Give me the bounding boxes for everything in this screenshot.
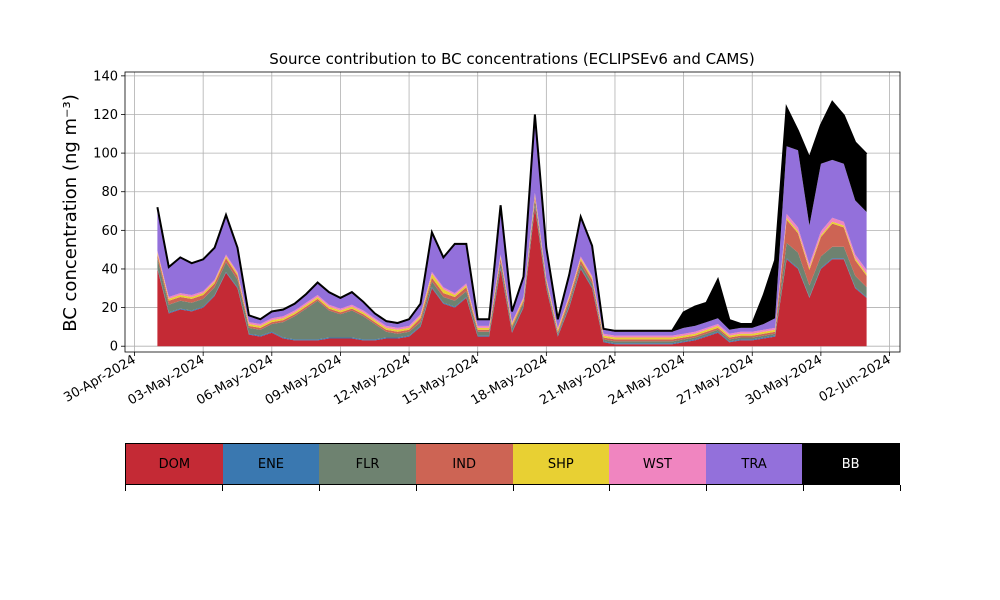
x-tick-label: 09-May-2024 [263, 352, 345, 408]
legend-item-shp: SHP [512, 444, 610, 484]
plot-frame [124, 71, 901, 353]
y-axis-label: BC concentration (ng m⁻³) [60, 94, 81, 332]
axes: 02040608010012014030-Apr-202403-May-2024… [61, 69, 901, 408]
legend-item-wst: WST [609, 444, 706, 484]
x-tick-label: 21-May-2024 [537, 352, 619, 408]
total-line [156, 100, 868, 332]
legend-tick [706, 485, 708, 491]
area-series-layer [156, 100, 868, 347]
y-tick-label: 40 [101, 262, 118, 277]
legend-tick [512, 485, 514, 491]
legend-item-tra: TRA [705, 444, 803, 484]
legend-ticks [125, 485, 901, 491]
y-tick-label: 0 [110, 340, 118, 355]
x-tick-label: 24-May-2024 [606, 352, 688, 408]
legend-item-flr: FLR [319, 444, 416, 484]
x-tick-label: 18-May-2024 [469, 352, 551, 408]
legend-item-ene: ENE [222, 444, 320, 484]
y-tick-label: 20 [101, 301, 118, 316]
legend-tick [221, 485, 223, 491]
legend-tick [900, 485, 901, 491]
legend-tick [125, 485, 126, 491]
legend-item-bb: BB [802, 444, 899, 484]
y-tick-label: 140 [93, 69, 118, 84]
legend-tick [318, 485, 320, 491]
grid-lines [125, 72, 900, 352]
x-tick-label: 03-May-2024 [125, 352, 207, 408]
legend-tick [415, 485, 417, 491]
x-tick-label: 02-Jun-2024 [817, 352, 894, 405]
x-tick-label: 15-May-2024 [400, 352, 482, 408]
x-tick-label: 27-May-2024 [675, 352, 757, 408]
x-tick-label: 06-May-2024 [194, 352, 276, 408]
legend-tick [609, 485, 611, 491]
chart-title: Source contribution to BC concentrations… [269, 50, 754, 68]
source-colorbar-legend: DOM ENE FLR IND SHP WST TRA BB [125, 443, 900, 485]
y-tick-label: 100 [93, 147, 118, 162]
y-tick-label: 80 [101, 185, 118, 200]
legend-tick [803, 485, 805, 491]
area-bb [157, 101, 867, 332]
x-tick-label: 30-May-2024 [743, 352, 825, 408]
y-tick-label: 120 [93, 108, 118, 123]
x-tick-label: 12-May-2024 [331, 352, 413, 408]
area-dom [157, 207, 867, 347]
legend-item-ind: IND [415, 444, 513, 484]
y-tick-label: 60 [101, 224, 118, 239]
legend-item-dom: DOM [126, 444, 223, 484]
